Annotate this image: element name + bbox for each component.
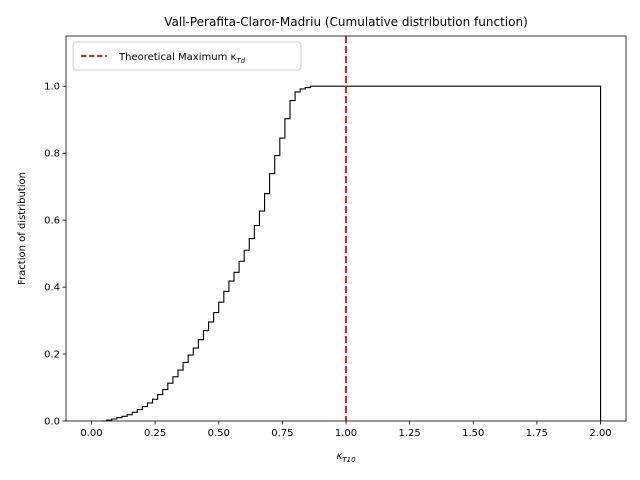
y-tick-label: 0.0 [44, 417, 60, 428]
x-tick-label: 1.00 [335, 428, 357, 439]
y-tick-label: 0.8 [44, 149, 60, 160]
x-tick-label: 0.75 [271, 428, 293, 439]
legend-entry-label: Theoretical Maximum κTd [118, 52, 246, 65]
x-tick-label: 1.75 [526, 428, 548, 439]
plot-area: 0.00 0.25 0.50 0.75 1.00 1.25 1.50 1.75 2.00 0.0 0… [44, 35, 627, 439]
cdf-step-series-0 [101, 85, 602, 422]
x-tick-label: 1.25 [399, 428, 421, 439]
legend-entry-sub: Td [236, 57, 245, 65]
chart-title: Vall-Perafita-Claror-Madriu (Cumulative … [164, 15, 528, 29]
x-axis-label: κT10 [336, 451, 356, 464]
x-tick-label: 0.50 [208, 428, 230, 439]
y-tick-label: 0.2 [44, 350, 60, 361]
y-axis-label: Fraction of distribution [17, 172, 28, 285]
x-axis-label-main: κ [336, 451, 342, 462]
y-tick-label: 1.0 [44, 82, 60, 93]
legend-box [72, 41, 302, 71]
legend: Theoretical Maximum κTd [72, 41, 302, 71]
y-tick-label: 0.6 [44, 216, 60, 227]
x-tick-label: 1.50 [462, 428, 484, 439]
x-axis-label-sub: T10 [342, 456, 356, 464]
legend-entry-main: Theoretical Maximum κ [118, 52, 236, 63]
y-tick-label: 0.4 [44, 283, 60, 294]
x-tick-label: 0.00 [80, 428, 102, 439]
x-tick-label: 0.25 [144, 428, 166, 439]
x-tick-label: 2.00 [589, 428, 611, 439]
